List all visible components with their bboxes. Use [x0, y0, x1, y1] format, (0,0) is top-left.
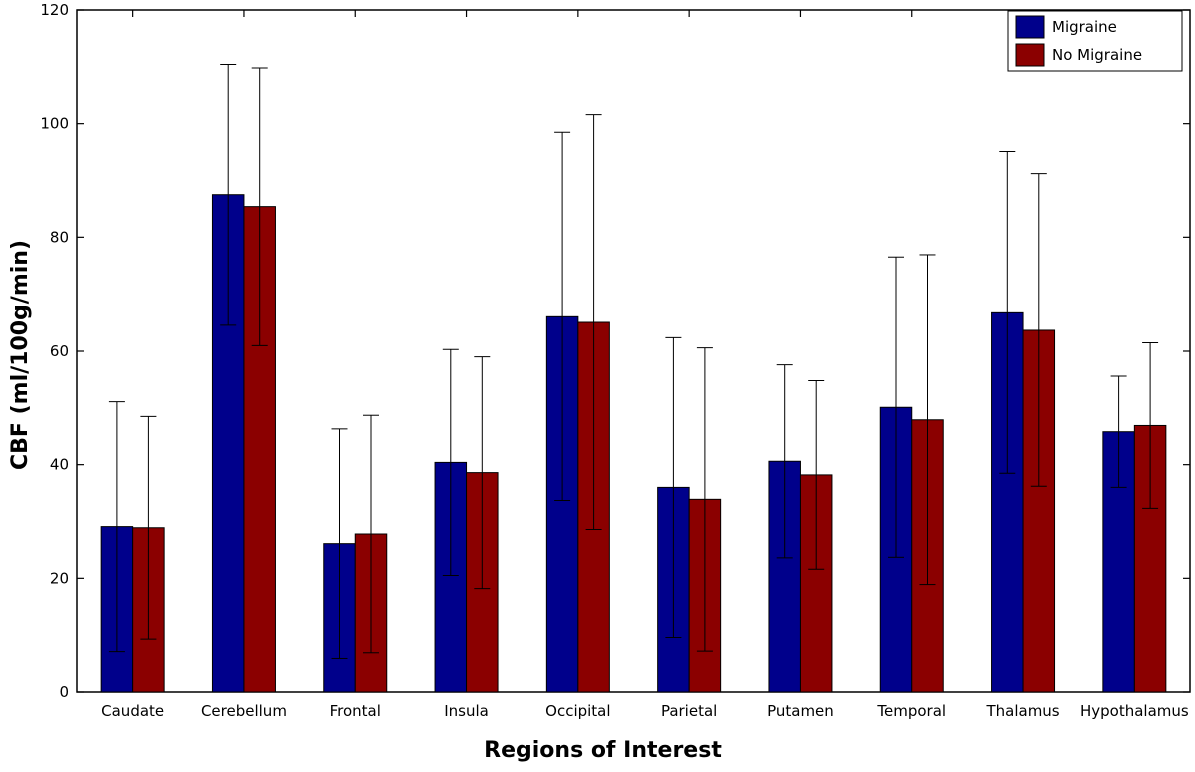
y-tick-label: 0: [59, 683, 69, 701]
y-tick-label: 80: [50, 228, 69, 246]
x-tick-label: Cerebellum: [201, 702, 287, 720]
x-tick-label: Frontal: [330, 702, 381, 720]
x-tick-label: Temporal: [876, 702, 946, 720]
bar: [1022, 329, 1056, 693]
y-axis-title: CBF (ml/100g/min): [8, 240, 33, 470]
y-tick-label: 120: [40, 1, 69, 19]
x-tick-label: Putamen: [767, 702, 834, 720]
legend-label: Migraine: [1052, 18, 1117, 36]
x-tick-label: Caudate: [101, 702, 164, 720]
y-tick-label: 100: [40, 115, 69, 133]
x-tick-label: Occipital: [545, 702, 610, 720]
legend-swatch: [1015, 15, 1045, 39]
x-tick-label: Insula: [444, 702, 489, 720]
y-tick-label: 40: [50, 456, 69, 474]
legend-swatch: [1015, 43, 1045, 67]
x-tick-label: Hypothalamus: [1080, 702, 1189, 720]
legend-label: No Migraine: [1052, 46, 1142, 64]
y-tick-label: 60: [50, 342, 69, 360]
x-tick-label: Thalamus: [985, 702, 1059, 720]
plot-area: 0 20 40 60 80 100 120 Caudate Cerebellum Frontal I…: [40, 1, 1191, 720]
y-tick-label: 20: [50, 569, 69, 587]
x-tick-label: Parietal: [661, 702, 717, 720]
x-axis-title: Regions of Interest: [484, 738, 722, 763]
